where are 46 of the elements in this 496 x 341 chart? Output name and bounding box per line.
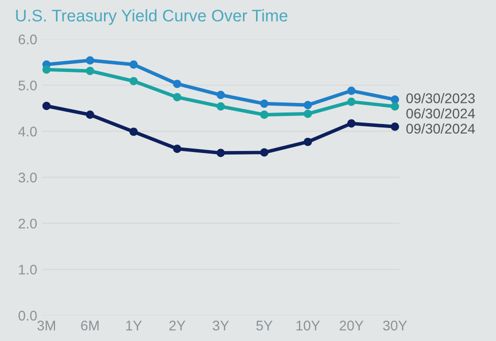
point <box>42 102 51 110</box>
point <box>304 100 312 110</box>
point <box>173 144 182 153</box>
y-tick-label: 6.0 <box>18 34 37 44</box>
chart-title: U.S. Treasury Yield Curve Over Time <box>16 9 288 25</box>
series-label: 09/30/2023 <box>406 93 475 104</box>
point <box>347 86 356 95</box>
point <box>216 148 225 158</box>
point <box>86 56 94 65</box>
point <box>390 122 400 131</box>
y-tick-label: 4.0 <box>18 126 37 136</box>
point <box>304 138 312 146</box>
point <box>347 98 356 106</box>
point <box>260 148 268 157</box>
series-label: 09/30/2024 <box>406 123 475 134</box>
point <box>304 110 312 118</box>
point <box>86 66 94 76</box>
x-tick-label: 2Y <box>169 320 186 330</box>
point <box>86 110 94 119</box>
y-tick-label: 0.0 <box>18 310 37 321</box>
point <box>129 76 138 86</box>
x-tick-label: 3M <box>37 320 56 330</box>
point <box>390 95 400 104</box>
x-tick-label: 6M <box>81 320 99 330</box>
x-tick-label: 3Y <box>212 320 229 330</box>
point <box>260 99 268 108</box>
x-tick-label: 5Y <box>256 320 272 330</box>
point <box>42 65 51 74</box>
point <box>260 110 268 119</box>
point <box>129 60 138 69</box>
point <box>216 102 225 111</box>
point <box>129 128 138 136</box>
series-label: 06/30/2024 <box>406 108 475 118</box>
x-tick-label: 1Y <box>126 320 142 330</box>
y-tick-label: 3.0 <box>18 172 37 182</box>
point <box>216 90 225 100</box>
y-tick-label: 2.0 <box>18 218 37 229</box>
y-tick-label: 1.0 <box>19 264 37 275</box>
x-tick-label: 20Y <box>340 320 364 330</box>
point <box>390 102 400 111</box>
y-tick-label: 5.0 <box>18 80 37 90</box>
x-tick-label: 10Y <box>296 320 320 330</box>
point <box>173 93 182 102</box>
point <box>173 80 182 88</box>
x-tick-label: 30Y <box>383 320 407 330</box>
point <box>347 119 356 128</box>
